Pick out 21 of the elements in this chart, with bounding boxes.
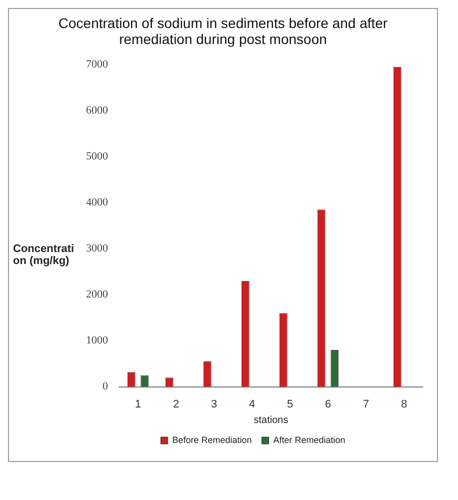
y-tick-label: 3000 xyxy=(86,242,108,255)
x-tick-label: 4 xyxy=(248,398,256,410)
x-tick-label: 3 xyxy=(210,398,218,410)
x-axis-title: stations xyxy=(254,414,288,426)
y-tick-label: 7000 xyxy=(86,58,108,70)
y-tick-label: 1000 xyxy=(86,334,108,347)
x-tick-label: 6 xyxy=(324,398,332,410)
legend-label: Before Remediation xyxy=(172,434,252,445)
legend-label: After Remediation xyxy=(273,434,346,445)
x-tick-label: 8 xyxy=(400,398,408,410)
x-tick-label: 7 xyxy=(362,398,370,410)
y-tick-label: 5000 xyxy=(86,150,108,163)
x-tick-label: 5 xyxy=(286,398,294,410)
x-tick-label: 1 xyxy=(134,398,142,410)
y-tick-label: 0 xyxy=(102,380,108,393)
y-tick-label: 2000 xyxy=(86,288,108,301)
x-tick-label: 2 xyxy=(172,398,180,410)
chart-title: Cocentration of sodium in sediments before and after remediation during post monsoon xyxy=(57,15,389,47)
y-tick-label: 6000 xyxy=(86,104,108,117)
y-tick-label: 4000 xyxy=(86,196,108,209)
y-axis-title: Concentrati on (mg/kg) xyxy=(13,243,76,267)
